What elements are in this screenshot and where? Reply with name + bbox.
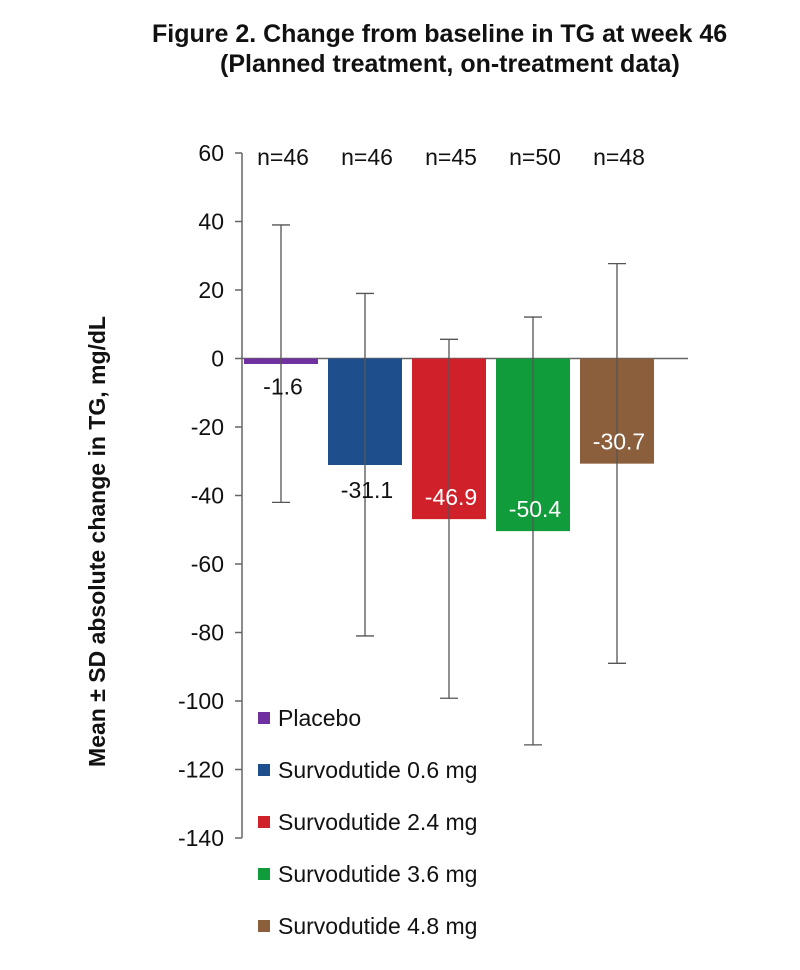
y-tick-label: 60	[198, 140, 224, 166]
legend-label-2: Survodutide 0.6 mg	[278, 757, 477, 783]
y-tick-label: -40	[191, 483, 224, 509]
error-bars	[272, 224, 626, 746]
legend-swatch-1	[258, 712, 270, 724]
legend: Placebo Survodutide 0.6 mg Survodutide 2.4…	[258, 705, 477, 939]
legend-swatch-5	[258, 920, 270, 932]
y-tick-label: -100	[178, 688, 224, 714]
n-label-2: n=46	[341, 144, 393, 170]
legend-label-1: Placebo	[278, 705, 361, 731]
y-tick-label: -140	[178, 825, 224, 851]
n-label-4: n=50	[509, 144, 561, 170]
value-label-2: -31.1	[341, 477, 393, 503]
y-tick-label: 20	[198, 277, 224, 303]
axes: 60 40 20 0 -20 -40 -60 -80 -100 -120 -140 Mean ± SD…	[84, 140, 688, 851]
y-tick-label: -120	[178, 757, 224, 783]
legend-swatch-3	[258, 816, 270, 828]
y-tick-label: -60	[191, 551, 224, 577]
chart-title-line-2: (Planned treatment, on-treatment data)	[220, 50, 680, 78]
legend-swatch-2	[258, 764, 270, 776]
value-label-5: -30.7	[593, 429, 645, 455]
y-tick-label: -20	[191, 414, 224, 440]
y-tick-label: 0	[211, 346, 224, 372]
value-label-3: -46.9	[425, 484, 477, 510]
legend-label-3: Survodutide 2.4 mg	[278, 809, 477, 835]
y-tick-label: -80	[191, 620, 224, 646]
value-label-4: -50.4	[509, 496, 562, 522]
legend-swatch-4	[258, 868, 270, 880]
y-axis-title: Mean ± SD absolute change in TG, mg/dL	[84, 316, 110, 767]
data-labels: n=46 -1.6 n=46 -31.1 n=45 -46.9 n=50 -50.4 n=48 -…	[257, 144, 645, 522]
n-label-5: n=48	[593, 144, 645, 170]
value-label-1: -1.6	[263, 374, 303, 400]
legend-label-5: Survodutide 4.8 mg	[278, 913, 477, 939]
n-label-3: n=45	[425, 144, 477, 170]
legend-label-4: Survodutide 3.6 mg	[278, 861, 477, 887]
y-tick-label: 40	[198, 209, 224, 235]
chart-title-line-1: Figure 2. Change from baseline in TG at …	[152, 20, 728, 48]
n-label-1: n=46	[257, 144, 309, 170]
